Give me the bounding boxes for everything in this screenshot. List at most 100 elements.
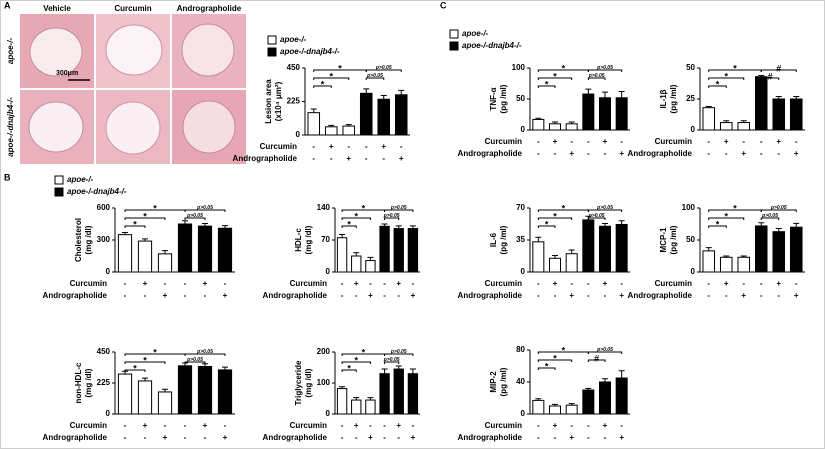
significance-label: p>0.05 <box>366 73 383 79</box>
treatment-sign: - <box>400 142 403 151</box>
y-tick-label: 80 <box>516 345 525 354</box>
bar <box>532 399 545 415</box>
bar <box>394 94 408 136</box>
treatment-name: Curcumin <box>485 137 522 146</box>
significance-label: * <box>545 361 549 371</box>
bar <box>565 123 578 131</box>
significance-label: * <box>724 71 728 81</box>
treatment-sign: - <box>742 137 745 146</box>
bar <box>197 225 213 273</box>
legend-swatch <box>449 29 459 39</box>
error-bar <box>793 96 800 99</box>
y-axis-label: MCP-1 <box>659 227 668 252</box>
bar <box>393 228 404 273</box>
treatment-sign: - <box>537 137 540 146</box>
significance-label: p>0.05 <box>196 349 213 355</box>
treatment-sign: - <box>412 279 415 288</box>
bar <box>117 373 133 415</box>
treatment-sign: - <box>365 142 368 151</box>
treatment-name: Andrographolide <box>43 291 108 300</box>
significance-label: # <box>776 63 781 73</box>
legend-label: apoe-/-dnajb4-/- <box>280 47 340 56</box>
significance-bracket <box>587 209 623 212</box>
vessel <box>28 101 84 153</box>
significance-label: p>0.05 <box>596 205 613 211</box>
treatment-sign: + <box>346 154 351 163</box>
treatment-sign: - <box>587 421 590 430</box>
bar <box>324 126 338 136</box>
error-bar <box>618 370 625 378</box>
bar <box>719 256 733 273</box>
treatment-sign: - <box>184 433 187 442</box>
significance-bracket <box>708 77 745 80</box>
significance-label: p>0.05 <box>596 65 613 71</box>
bar <box>754 76 768 131</box>
bar <box>772 98 786 131</box>
y-tick-label: 0 <box>326 409 331 418</box>
bar <box>789 98 803 131</box>
error-bar <box>367 397 374 401</box>
treatment-sign: - <box>355 291 358 300</box>
significance-label: * <box>724 211 728 221</box>
error-bar <box>535 236 542 242</box>
treatment-sign: - <box>383 433 386 442</box>
significance-bracket <box>384 217 400 220</box>
error-bar <box>705 105 712 108</box>
bar <box>137 240 153 273</box>
significance-bracket <box>313 85 332 88</box>
y-tick-label: 50 <box>516 94 525 103</box>
error-bar <box>310 108 317 113</box>
significance-bracket <box>365 77 385 80</box>
legend-swatch <box>54 187 64 197</box>
error-bar <box>552 255 558 259</box>
error-bar <box>222 366 228 370</box>
significance-bracket <box>760 209 797 212</box>
legend-label: apoe-/- <box>280 35 307 44</box>
treatment-sign: - <box>620 421 623 430</box>
scale-label: 300μm <box>56 70 78 77</box>
treatment-sign: - <box>347 142 350 151</box>
bar <box>702 250 716 273</box>
significance-bracket <box>587 359 606 362</box>
significance-label: * <box>545 79 549 89</box>
y-tick-label: 225 <box>287 97 301 106</box>
treatment-name: Curcumin <box>70 279 107 288</box>
y-tick-label: 25 <box>686 94 695 103</box>
bar <box>772 231 786 273</box>
treatment-sign: + <box>741 291 746 300</box>
significance-bracket <box>365 69 402 72</box>
error-bar <box>775 96 782 99</box>
bar <box>351 255 362 273</box>
y-tick-label: 450 <box>97 347 111 356</box>
treatment-name: Curcumin <box>290 279 327 288</box>
treatment-sign: + <box>163 433 168 442</box>
legend-label: apoe-/-dnajb4-/- <box>67 187 127 196</box>
error-bar <box>380 95 387 100</box>
significance-bracket <box>537 359 573 362</box>
error-bar <box>618 91 625 98</box>
y-tick-label: 200 <box>317 347 331 356</box>
error-bar <box>618 220 625 225</box>
error-bar <box>339 234 346 238</box>
y-tick-label: 50 <box>686 63 695 72</box>
bar <box>177 223 193 273</box>
significance-label: # <box>767 71 772 81</box>
bar <box>379 225 390 273</box>
treatment-sign: - <box>369 421 372 430</box>
bar <box>336 388 348 415</box>
y-axis-label: IL-1β <box>659 89 668 108</box>
treatment-sign: + <box>354 421 359 430</box>
significance-label: * <box>347 219 351 229</box>
significance-label: * <box>553 353 557 363</box>
significance-label: p>0.05 <box>390 205 407 211</box>
significance-label: * <box>562 203 566 213</box>
column-label: Andrographolide <box>177 4 242 13</box>
treatment-sign: - <box>760 149 763 158</box>
treatment-sign: - <box>620 137 623 146</box>
significance-label: * <box>553 211 557 221</box>
bar <box>719 122 733 131</box>
significance-label: * <box>733 63 737 73</box>
treatment-sign: + <box>411 291 416 300</box>
significance-bracket <box>708 225 727 228</box>
y-axis-label: TNF-α <box>489 87 498 110</box>
